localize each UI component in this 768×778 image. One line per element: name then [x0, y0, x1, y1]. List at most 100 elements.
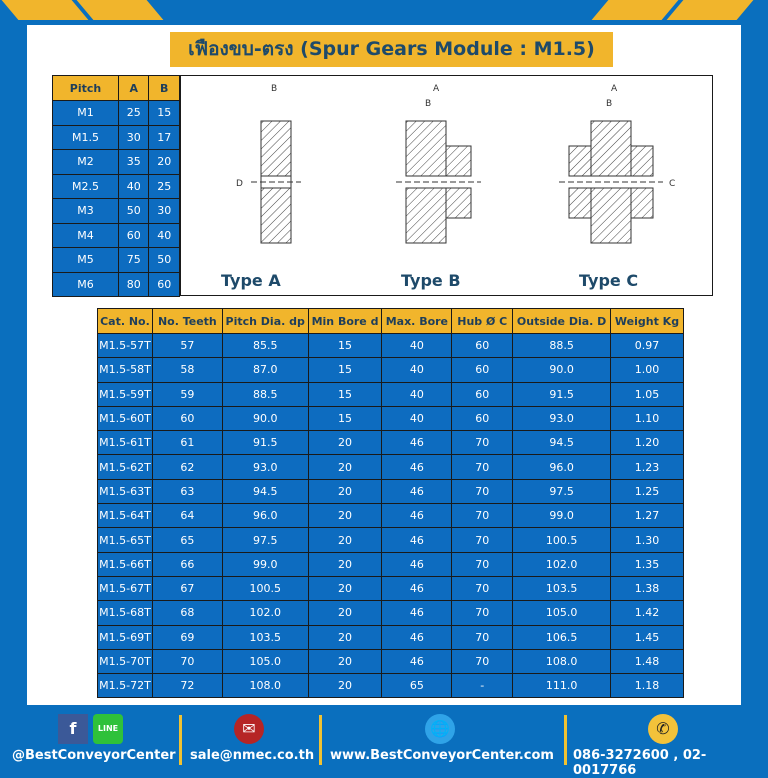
table-cell: 46	[381, 624, 453, 650]
decor-stripe	[591, 0, 679, 20]
column-header: Cat. No.	[97, 308, 153, 334]
table-row: M1.5-58T 58 87.0 15 40 60 90.0 1.00	[97, 357, 684, 383]
table-cell: 97.5	[221, 527, 309, 553]
table-cell: 70	[451, 454, 514, 480]
table-cell: 80	[117, 271, 150, 297]
type-b-diagram	[396, 120, 481, 244]
table-cell: M1.5-58T	[97, 357, 153, 383]
table-cell: 60	[451, 405, 514, 432]
table-cell: 46	[381, 527, 453, 553]
table-cell: 70	[451, 527, 514, 553]
table-cell: 67	[151, 575, 223, 602]
column-header: B	[148, 75, 180, 101]
column-header: No. Teeth	[151, 308, 223, 334]
facebook-icon[interactable]: f	[58, 714, 88, 744]
pitch-table: Pitch A B M1 25 15 M1.5 30 17 M2 35 20 M2.5 40 25 M3 50 3…	[52, 75, 180, 297]
table-cell: M6	[52, 271, 119, 297]
decor-stripe	[666, 0, 754, 20]
table-row: M5 75 50	[52, 247, 180, 273]
table-row: M1.5-67T 67 100.5 20 46 70 103.5 1.38	[97, 575, 684, 602]
table-cell: 30	[117, 124, 150, 150]
dim-b-label: B	[425, 99, 431, 109]
table-cell: 50	[117, 198, 150, 224]
table-cell: 20	[307, 624, 383, 650]
table-cell: 102.0	[512, 551, 612, 577]
table-cell: 60	[451, 332, 514, 359]
table-row: M1.5-68T 68 102.0 20 46 70 105.0 1.42	[97, 600, 684, 626]
table-cell: M1.5-67T	[97, 575, 153, 602]
table-cell: 66	[151, 551, 223, 577]
table-cell: 91.5	[512, 381, 612, 407]
table-cell: 94.5	[221, 478, 309, 505]
table-cell: M1.5-62T	[97, 454, 153, 480]
table-cell: 65	[381, 673, 453, 699]
table-cell: 60	[117, 222, 150, 248]
dim-d-label: D	[236, 179, 243, 189]
table-cell: 40	[381, 381, 453, 407]
table-cell: 63	[151, 478, 223, 505]
table-cell: M1.5-63T	[97, 478, 153, 505]
table-cell: 1.45	[610, 624, 684, 650]
divider	[319, 715, 322, 765]
table-cell: 75	[117, 247, 150, 273]
table-cell: 1.38	[610, 575, 684, 602]
table-cell: 108.0	[221, 673, 309, 699]
table-cell: 59	[151, 381, 223, 407]
table-cell: 88.5	[512, 332, 612, 359]
table-cell: 105.0	[512, 600, 612, 626]
type-a-diagram	[251, 120, 301, 244]
table-cell: M3	[52, 198, 119, 224]
email-link[interactable]: sale@nmec.co.th	[190, 748, 315, 763]
table-cell: 1.30	[610, 527, 684, 553]
divider	[179, 715, 182, 765]
table-cell: 70	[451, 503, 514, 529]
table-cell: 46	[381, 575, 453, 602]
table-cell: 99.0	[512, 503, 612, 529]
table-row: M1.5-59T 59 88.5 15 40 60 91.5 1.05	[97, 381, 684, 407]
table-cell: 96.0	[512, 454, 612, 480]
decor-stripe	[76, 0, 164, 20]
gear-diagrams: B D A B A B C Type A Type B Type C	[180, 75, 713, 296]
table-cell: 97.5	[512, 478, 612, 505]
website-link[interactable]: www.BestConveyorCenter.com	[330, 748, 554, 763]
email-icon: ✉	[234, 714, 264, 744]
table-cell: 35	[117, 149, 150, 175]
table-cell: 106.5	[512, 624, 612, 650]
table-row: M1.5-70T 70 105.0 20 46 70 108.0 1.48	[97, 648, 684, 675]
table-cell: 15	[307, 332, 383, 359]
table-cell: M1.5-64T	[97, 503, 153, 529]
table-cell: 0.97	[610, 332, 684, 359]
table-cell: 1.18	[610, 673, 684, 699]
table-cell: 70	[451, 648, 514, 675]
table-row: M1.5-65T 65 97.5 20 46 70 100.5 1.30	[97, 527, 684, 553]
type-c-label: Type C	[579, 271, 639, 290]
table-cell: 68	[151, 600, 223, 626]
table-cell: M1.5-61T	[97, 430, 153, 456]
table-cell: 87.0	[221, 357, 309, 383]
table-cell: 62	[151, 454, 223, 480]
dim-b-label: B	[271, 84, 277, 94]
decor-stripe	[1, 0, 89, 20]
table-cell: M1.5-68T	[97, 600, 153, 626]
column-header: Pitch	[52, 75, 119, 101]
table-cell: 70	[151, 648, 223, 675]
gear-diagram-svg: B D A B A B C	[236, 84, 675, 244]
facebook-link[interactable]: @BestConveyorCenter	[12, 748, 176, 763]
table-cell: 15	[148, 100, 180, 126]
table-cell: 58	[151, 357, 223, 383]
dim-a-label: A	[433, 84, 440, 94]
table-cell: 60	[151, 405, 223, 432]
table-row: M1.5-62T 62 93.0 20 46 70 96.0 1.23	[97, 454, 684, 480]
divider	[564, 715, 567, 765]
table-cell: 100.5	[221, 575, 309, 602]
table-cell: 40	[381, 332, 453, 359]
line-icon[interactable]: LINE	[93, 714, 123, 744]
table-cell: M1.5-69T	[97, 624, 153, 650]
table-row: M6 80 60	[52, 271, 180, 297]
column-header: Outside Dia. D	[512, 308, 612, 334]
table-cell: 1.05	[610, 381, 684, 407]
table-cell: 70	[451, 551, 514, 577]
table-cell: 70	[451, 575, 514, 602]
table-cell: 1.23	[610, 454, 684, 480]
table-cell: 30	[148, 198, 180, 224]
